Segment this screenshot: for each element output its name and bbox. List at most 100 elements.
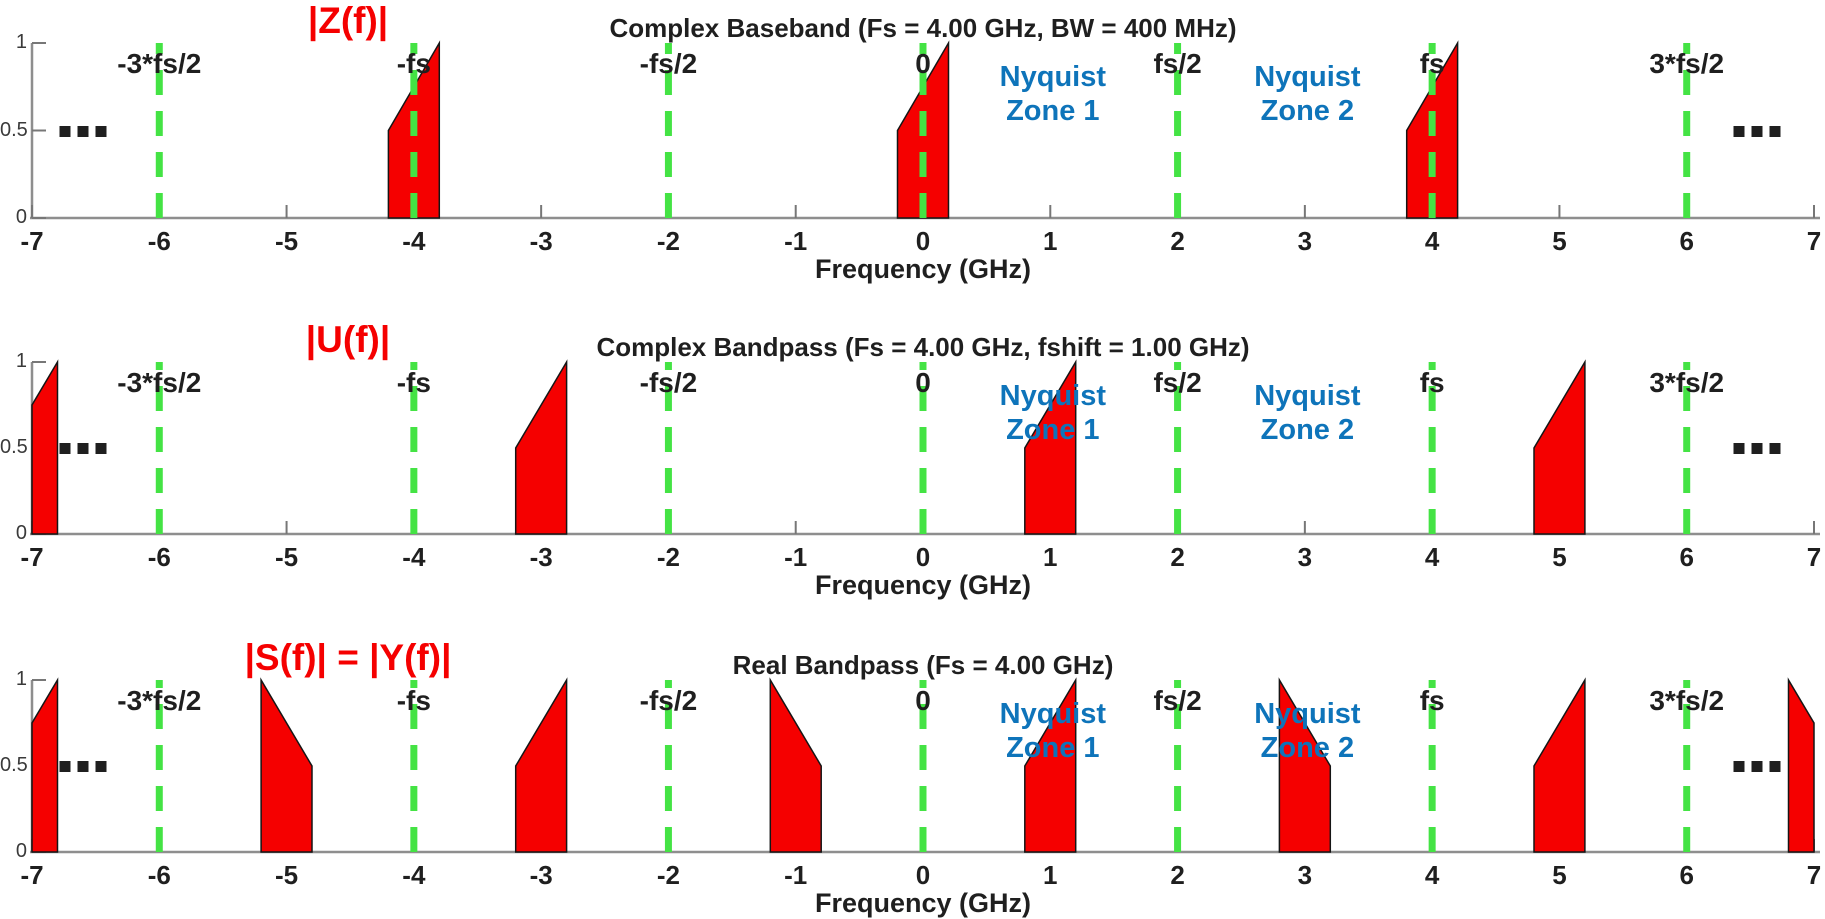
- plot3-x-tick-label: -6: [147, 860, 171, 890]
- plot2-freq-label: -3*fs/2: [117, 367, 202, 398]
- plot2-x-tick-label: -7: [20, 542, 44, 572]
- zone-label-line: Nyquist: [999, 698, 1106, 730]
- plot3-x-tick-label: -4: [402, 860, 426, 890]
- plot1-y-tick-label: 0: [15, 206, 27, 228]
- spectrum-shape: [1787, 677, 1815, 853]
- plot3-nyquist-zone-label: Nyquist Zone 2: [1254, 697, 1360, 765]
- plot1-freq-label: 3*fs/2: [1649, 48, 1725, 79]
- ellipsis-dot: [95, 761, 107, 772]
- plot2-x-axis-title: Frequency (GHz): [814, 570, 1032, 600]
- plot1-freq-label: -fs: [396, 48, 431, 79]
- plot1-y-tick-label: 1: [15, 31, 27, 53]
- plot1-nyquist-zone-label: Nyquist Zone 2: [1254, 60, 1360, 128]
- plot3-ellipsis-right: [1733, 761, 1781, 772]
- plot2-nyquist-lines: [155, 362, 1691, 534]
- zone-label-line: Zone 2: [1260, 732, 1355, 764]
- plot2-y-tick-label: 0.5: [0, 436, 28, 458]
- plot3-x-tick-label: -1: [784, 860, 808, 890]
- plot2-x-tick-label: 2: [1170, 542, 1185, 572]
- plot3-freq-label: -3*fs/2: [117, 685, 202, 716]
- spectrum-shape: [260, 677, 313, 853]
- ellipsis-dot: [1769, 125, 1781, 137]
- plot2-x-tick-label: -1: [784, 542, 808, 572]
- plot1-nyquist-zone-label: Nyquist Zone 1: [1000, 60, 1106, 128]
- plot2-ellipsis-right: [1733, 443, 1781, 454]
- zone-label-line: Zone 1: [1006, 95, 1100, 127]
- ellipsis-dot: [1751, 761, 1763, 772]
- plot2-freq-label: 3*fs/2: [1649, 367, 1725, 398]
- plot2-nyquist-zone-label: Nyquist Zone 1: [1000, 379, 1106, 447]
- ellipsis-dot: [77, 125, 89, 137]
- plot3-x-axis-title: Frequency (GHz): [814, 888, 1032, 918]
- plot3-freq-label: -fs: [396, 685, 431, 716]
- ellipsis-dot: [1733, 443, 1745, 454]
- plot2-freq-label: -fs: [396, 367, 431, 398]
- ellipsis-dot: [59, 443, 71, 454]
- plot1-x-tick-label: -4: [402, 226, 426, 256]
- plot3-x-tick-label: -2: [656, 860, 680, 890]
- plot2-x-tick-label: 0: [915, 542, 931, 572]
- plot2-freq-label: -fs/2: [639, 367, 698, 398]
- plot1-header: Complex Baseband (Fs = 4.00 GHz, BW = 40…: [609, 13, 1237, 43]
- plot1-y-tick-label: 0.5: [0, 118, 28, 141]
- spectrum-shape: [1024, 677, 1077, 853]
- ellipsis-dot: [95, 125, 107, 137]
- plot2-header: Complex Bandpass (Fs = 4.00 GHz, fshift …: [596, 332, 1250, 362]
- plot3-ellipsis-left: [59, 761, 107, 772]
- plot3-x-tick-label: 7: [1806, 860, 1822, 890]
- plot1-x-tick-label: -6: [147, 226, 171, 256]
- plot2-x-tick-label: 4: [1424, 542, 1440, 572]
- zone-label-line: Nyquist: [1254, 380, 1361, 412]
- plot3-freq-label: 3*fs/2: [1649, 685, 1725, 716]
- plot3-header: Real Bandpass (Fs = 4.00 GHz): [732, 650, 1114, 680]
- plot3-freq-label: fs: [1419, 685, 1445, 716]
- plot1-ellipsis-left: [59, 125, 107, 137]
- spectrum-shape: [1533, 359, 1586, 535]
- plot3-x-tick-label: -3: [529, 860, 553, 890]
- ellipsis-dot: [1769, 443, 1781, 454]
- plot2-ellipsis-left: [59, 443, 107, 454]
- spectrum-shape: [514, 359, 568, 535]
- plot2-x-tick-label: 1: [1043, 542, 1058, 572]
- plot1-x-tick-label: -1: [784, 226, 808, 256]
- ellipsis-dot: [77, 761, 89, 772]
- plot1-x-tick-label: -2: [656, 226, 680, 256]
- plot1-x-tick-label: -5: [275, 226, 299, 256]
- plot1-freq-label: fs: [1419, 48, 1445, 79]
- plot1-ellipsis-right: [1733, 125, 1781, 137]
- plot3-nyquist-lines: [155, 680, 1691, 852]
- plot3-x-tick-label: 6: [1679, 860, 1694, 890]
- plot2-y-tick-label: 1: [15, 350, 27, 372]
- plot1-x-tick-label: -3: [529, 226, 553, 256]
- plot3-y-tick-label: 0: [15, 840, 27, 862]
- ellipsis-dot: [1733, 125, 1745, 137]
- plot1-title: |Z(f)|: [307, 0, 389, 41]
- plot3-x-tick-label: 4: [1424, 860, 1440, 890]
- ellipsis-dot: [1751, 443, 1763, 454]
- plot3-x-tick-label: 1: [1043, 860, 1058, 890]
- spectrum-shape: [31, 359, 59, 535]
- plot3-title: |S(f)| = |Y(f)|: [244, 637, 452, 678]
- plot2-spectra: [31, 359, 1586, 535]
- ellipsis-dot: [1733, 761, 1745, 772]
- plot1-freq-label: 0: [915, 48, 931, 79]
- plot1-freq-label: -3*fs/2: [117, 48, 202, 79]
- plot2-x-tick-label: -2: [656, 542, 680, 572]
- plot2-x-tick-label: 6: [1679, 542, 1694, 572]
- plot2-nyquist-zone-label: Nyquist Zone 2: [1254, 379, 1360, 447]
- plot1-x-tick-label: 2: [1170, 226, 1185, 256]
- ellipsis-dot: [59, 125, 71, 137]
- plot3-x-tick-label: 0: [915, 860, 931, 890]
- plot2-freq-label: fs/2: [1153, 367, 1202, 398]
- plot2-x-tick-label: 3: [1297, 542, 1313, 572]
- ellipsis-dot: [1769, 761, 1781, 772]
- plot1-nyquist-lines: [155, 43, 1691, 218]
- plot2-freq-label: fs: [1419, 367, 1445, 398]
- spectrum-shape: [514, 677, 568, 853]
- plot1-x-tick-label: 7: [1806, 226, 1822, 256]
- plot3-spectra: [31, 677, 1815, 853]
- zone-label-line: Zone 1: [1006, 414, 1100, 446]
- plot3-y-tick-label: 1: [15, 668, 27, 690]
